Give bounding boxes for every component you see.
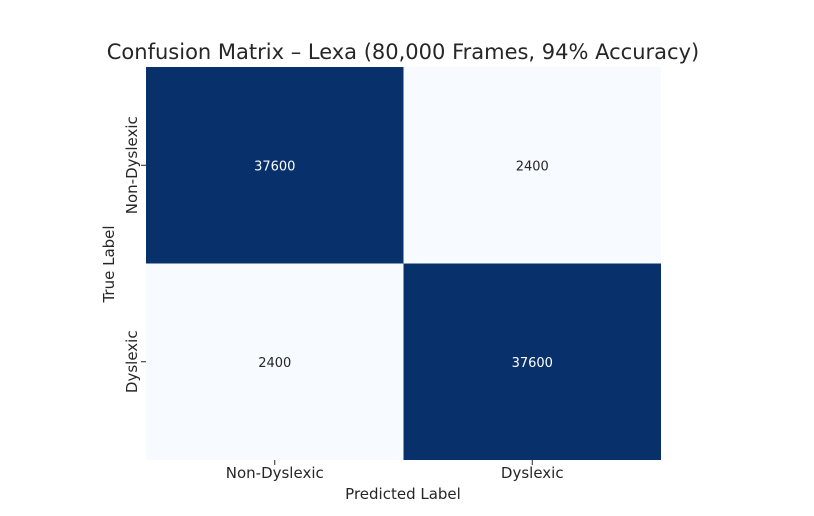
heatmap-cell-r1-c0 [146, 263, 404, 460]
chart-title: Confusion Matrix – Lexa (80,000 Frames, … [107, 40, 699, 64]
y-axis-label: True Label [100, 225, 118, 303]
cell-value-label: 37600 [512, 356, 553, 371]
heatmap-cell-r0-c1 [403, 67, 661, 264]
cell-value-label: 2400 [258, 356, 291, 371]
heatmap-cell-r1-c1 [403, 263, 661, 460]
cell-value-labels: 37600 2400 2400 37600 [254, 159, 553, 371]
heatmap-cell-r0-c0 [146, 67, 404, 264]
cell-value-label: 37600 [254, 159, 295, 174]
x-axis-label: Predicted Label [345, 485, 461, 503]
x-axis-ticks: Non-Dyslexic Dyslexic [226, 460, 564, 482]
y-axis-ticks: Non-Dyslexic Dyslexic [123, 116, 146, 393]
y-tick-label: Non-Dyslexic [123, 116, 141, 214]
y-tick-label: Dyslexic [123, 330, 141, 393]
cell-value-label: 2400 [516, 159, 549, 174]
x-tick-label: Non-Dyslexic [226, 464, 324, 482]
heatmap-cells [146, 67, 661, 460]
x-tick-label: Dyslexic [501, 464, 564, 482]
